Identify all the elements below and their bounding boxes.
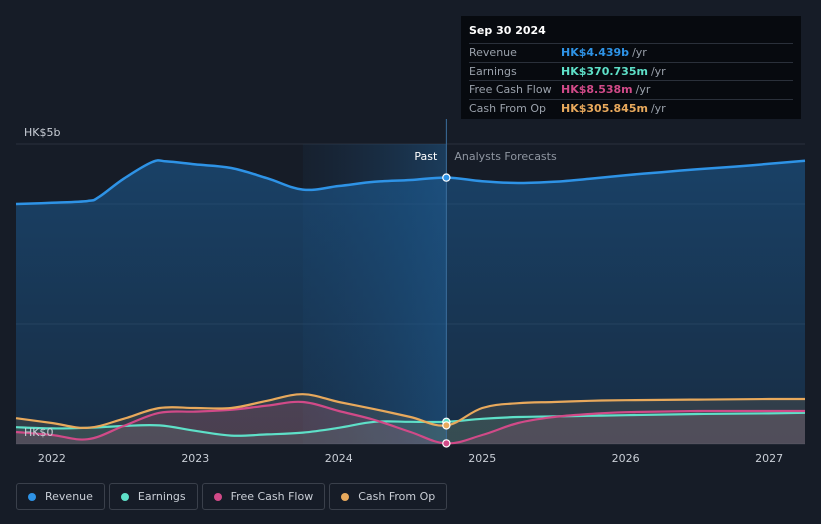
period-label-past: Past [414, 150, 438, 163]
x-tick-label: 2026 [612, 452, 640, 465]
series-lines [15, 159, 806, 445]
tooltip-unit: /yr [635, 83, 651, 96]
hover-marker-free-cash-flow [442, 439, 451, 448]
period-label-forecast: Analysts Forecasts [454, 150, 557, 163]
tooltip-panel: Sep 30 2024 Revenue HK$4.439b /yr Earnin… [461, 16, 801, 119]
legend-item-free-cash-flow[interactable]: Free Cash Flow [201, 483, 326, 510]
tooltip-row-earnings: Earnings HK$370.735m /yr [469, 61, 793, 81]
tooltip-value: HK$305.845m [561, 101, 648, 115]
series-areas [16, 160, 805, 444]
x-tick-label: 2027 [755, 452, 783, 465]
series-area-revenue [16, 160, 805, 444]
tooltip-row-revenue: Revenue HK$4.439b /yr [469, 43, 793, 62]
tooltip-row-cash-from-op: Cash From Op HK$305.845m /yr [469, 98, 793, 118]
hover-marker-cash-from-op [442, 421, 451, 430]
x-tick-label: 2023 [181, 452, 209, 465]
legend-item-earnings[interactable]: Earnings [108, 483, 198, 510]
legend-label: Earnings [137, 490, 186, 503]
legend-dot-icon [213, 492, 222, 501]
tooltip-label: Cash From Op [469, 101, 547, 115]
legend-item-revenue[interactable]: Revenue [16, 483, 105, 510]
hover-markers [442, 173, 451, 448]
series-line-earnings [15, 411, 806, 437]
tooltip-value: HK$4.439b [561, 46, 630, 59]
legend-dot-icon [341, 492, 350, 501]
legend-dot-icon [120, 492, 129, 501]
series-line-free-cash-flow [15, 400, 805, 445]
tooltip-row-free-cash-flow: Free Cash Flow HK$8.538m /yr [469, 80, 793, 99]
tooltip-date: Sep 30 2024 [469, 24, 546, 37]
legend-item-cash-from-op[interactable]: Cash From Op [329, 483, 448, 510]
hover-marker-revenue [442, 173, 451, 182]
axis-labels: HK$5b HK$0 2022 2023 2024 2025 2026 2027 Past Ana… [24, 126, 783, 465]
x-tick-label: 2024 [325, 452, 353, 465]
tooltip-value: HK$8.538m [561, 83, 633, 96]
tooltip-label: Revenue [469, 46, 517, 59]
tooltip-value: HK$370.735m [561, 64, 648, 78]
series-area-cash-from-op [16, 394, 805, 444]
tooltip-label: Earnings [469, 64, 517, 78]
y-axis-label-top: HK$5b [24, 126, 60, 139]
x-tick-label: 2025 [468, 452, 496, 465]
chart-legend: Revenue Earnings Free Cash Flow Cash Fro… [16, 483, 448, 510]
tooltip-label: Free Cash Flow [469, 83, 552, 96]
legend-label: Cash From Op [358, 490, 436, 503]
series-area-earnings [16, 412, 805, 444]
series-line-cash-from-op [15, 393, 806, 429]
legend-dot-icon [28, 492, 36, 501]
legend-label: Free Cash Flow [230, 490, 314, 503]
tooltip-unit: /yr [650, 101, 666, 115]
series-line-revenue [15, 159, 806, 206]
y-axis-label-bottom: HK$0 [24, 426, 53, 439]
tooltip-unit: /yr [632, 46, 647, 59]
x-tick-label: 2022 [38, 452, 66, 465]
tooltip-unit: /yr [650, 64, 666, 78]
legend-label: Revenue [45, 490, 93, 503]
